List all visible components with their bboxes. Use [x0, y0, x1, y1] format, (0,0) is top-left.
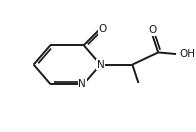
Text: O: O [148, 25, 156, 35]
Text: N: N [97, 60, 104, 70]
Text: N: N [78, 79, 86, 89]
Text: OH: OH [179, 50, 195, 59]
Text: O: O [99, 24, 107, 34]
